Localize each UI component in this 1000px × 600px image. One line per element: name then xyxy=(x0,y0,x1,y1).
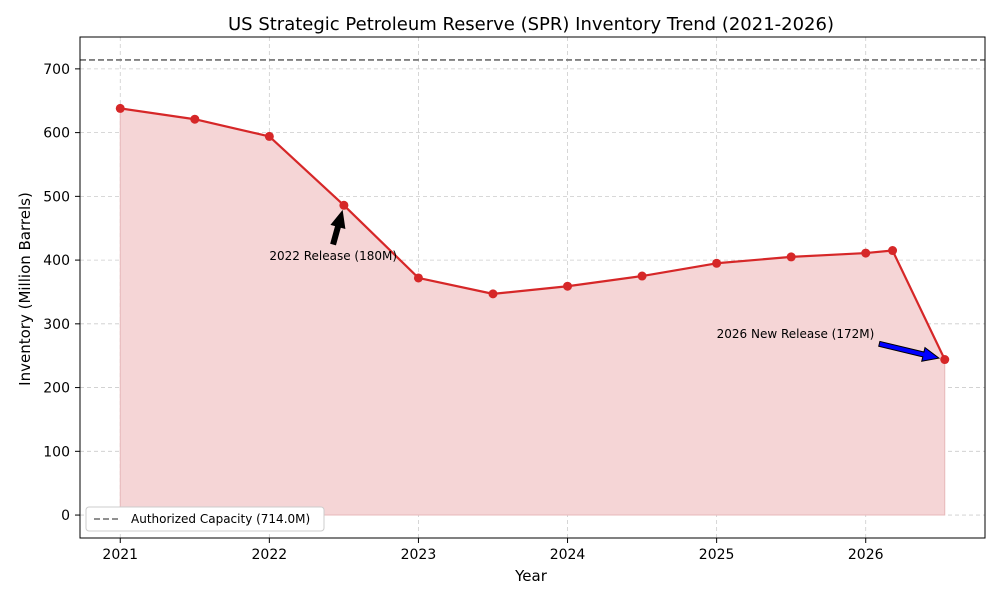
area-fill-layer xyxy=(119,107,946,516)
y-tick-label: 200 xyxy=(43,381,70,397)
y-axis-title: Inventory (Million Barrels) xyxy=(16,192,34,386)
data-point xyxy=(712,258,722,268)
x-tick-label: 2024 xyxy=(550,547,586,563)
x-tick-label: 2025 xyxy=(699,547,735,563)
y-tick-label: 400 xyxy=(43,253,70,269)
series-area-fill xyxy=(119,107,946,516)
annotation-layer: 2022 Release (180M) 2026 New Release (172… xyxy=(269,209,941,362)
x-axis-title: Year xyxy=(514,567,548,585)
data-point xyxy=(413,273,423,283)
data-point xyxy=(115,103,125,113)
x-tick-label: 2021 xyxy=(102,547,138,563)
y-tick-label: 300 xyxy=(43,317,70,333)
y-tick-label: 0 xyxy=(61,508,70,524)
annotation-label: 2022 Release (180M) xyxy=(269,249,397,263)
x-tick-label: 2022 xyxy=(252,547,288,563)
legend-label: Authorized Capacity (714.0M) xyxy=(131,512,310,526)
data-point xyxy=(940,355,950,365)
annotation-label: 2026 New Release (172M) xyxy=(717,327,875,341)
x-tick-label: 2023 xyxy=(401,547,437,563)
data-point xyxy=(563,281,573,291)
tick-layer: 2021 2022 2023 2024 2025 2026 0 100 200 300 400 500… xyxy=(43,62,883,563)
data-point xyxy=(190,114,200,124)
data-point xyxy=(637,271,647,281)
y-tick-label: 600 xyxy=(43,126,70,142)
data-point xyxy=(339,200,349,210)
x-tick-label: 2026 xyxy=(848,547,884,563)
data-point xyxy=(264,131,274,141)
y-tick-label: 500 xyxy=(43,189,70,205)
data-point xyxy=(786,252,796,262)
y-tick-label: 700 xyxy=(43,62,70,78)
data-point xyxy=(888,246,898,256)
annotation-arrow xyxy=(878,340,941,362)
y-tick-label: 100 xyxy=(43,444,70,460)
plot-frame xyxy=(79,36,986,539)
annotation-arrow xyxy=(330,209,346,246)
data-point-layer xyxy=(115,103,950,365)
data-point xyxy=(861,248,871,258)
data-point xyxy=(488,289,498,299)
chart-title: US Strategic Petroleum Reserve (SPR) Inv… xyxy=(228,14,834,35)
legend: Authorized Capacity (714.0M) xyxy=(85,506,325,532)
legend-box xyxy=(85,506,325,532)
